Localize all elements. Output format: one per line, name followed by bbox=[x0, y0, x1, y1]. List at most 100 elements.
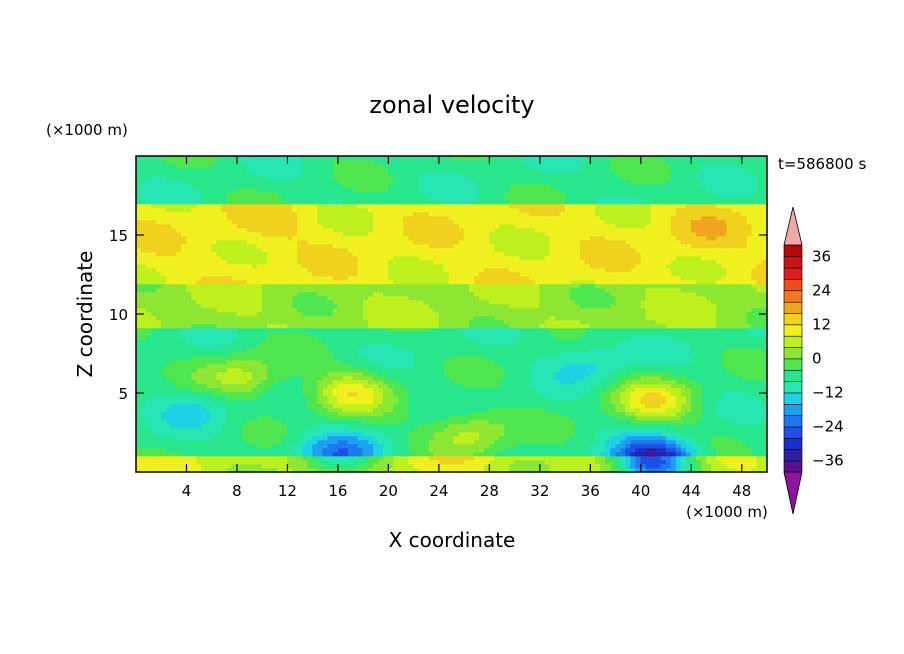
field-cell bbox=[595, 427, 601, 433]
field-cell bbox=[165, 395, 172, 401]
field-cell bbox=[564, 431, 571, 437]
field-cell bbox=[559, 443, 566, 449]
field-cell bbox=[751, 391, 758, 397]
field-cell bbox=[201, 427, 207, 433]
field-cell bbox=[378, 363, 384, 369]
field-cell bbox=[509, 427, 515, 433]
field-cell bbox=[171, 311, 177, 317]
field-cell bbox=[559, 451, 566, 457]
field-cell bbox=[181, 403, 187, 409]
field-cell bbox=[635, 311, 642, 317]
field-cell bbox=[716, 463, 722, 469]
field-cell bbox=[463, 403, 470, 409]
field-cell bbox=[362, 311, 369, 317]
field-cell bbox=[680, 351, 687, 357]
field-cell bbox=[302, 427, 308, 433]
field-cell bbox=[746, 383, 753, 389]
field-cell bbox=[408, 311, 414, 317]
field-cell bbox=[625, 335, 632, 341]
field-cell bbox=[236, 399, 243, 405]
field-cell bbox=[322, 447, 329, 453]
field-cell bbox=[478, 371, 485, 377]
field-cell bbox=[160, 467, 167, 472]
field-cell bbox=[236, 367, 243, 373]
field-cell bbox=[554, 443, 561, 449]
field-cell bbox=[287, 311, 293, 317]
field-cell bbox=[408, 455, 414, 461]
field-cell bbox=[584, 343, 591, 349]
field-cell bbox=[226, 427, 233, 433]
field-cell bbox=[595, 359, 601, 365]
field-cell bbox=[569, 435, 576, 441]
field-cell bbox=[261, 375, 268, 381]
field-cell bbox=[171, 403, 177, 409]
field-cell bbox=[463, 351, 470, 357]
field-cell bbox=[458, 331, 465, 337]
field-cell bbox=[736, 375, 743, 381]
field-cell bbox=[226, 375, 233, 381]
field-cell bbox=[620, 407, 626, 413]
field-cell bbox=[584, 403, 591, 409]
field-cell bbox=[665, 411, 672, 417]
field-cell bbox=[468, 359, 475, 365]
field-cell bbox=[463, 447, 470, 453]
field-cell bbox=[226, 379, 233, 385]
field-cell bbox=[201, 387, 207, 393]
field-cell bbox=[282, 347, 288, 353]
field-cell bbox=[231, 459, 238, 465]
field-cell bbox=[231, 327, 238, 333]
field-cell bbox=[312, 423, 319, 429]
field-cell bbox=[756, 363, 763, 369]
field-cell bbox=[519, 371, 525, 377]
field-cell bbox=[463, 387, 470, 393]
field-cell bbox=[433, 379, 440, 385]
field-cell bbox=[539, 399, 546, 405]
field-cell bbox=[448, 363, 455, 369]
field-cell bbox=[579, 467, 586, 472]
field-cell bbox=[367, 439, 374, 445]
field-cell bbox=[256, 463, 263, 469]
field-cell bbox=[150, 331, 157, 337]
field-cell bbox=[201, 403, 207, 409]
field-cell bbox=[357, 411, 364, 417]
field-cell bbox=[696, 419, 702, 425]
field-cell bbox=[150, 399, 157, 405]
field-cell bbox=[600, 435, 606, 441]
field-cell bbox=[261, 347, 268, 353]
field-cell bbox=[327, 323, 334, 329]
field-cell bbox=[211, 407, 218, 413]
field-cell bbox=[529, 463, 536, 469]
field-cell bbox=[726, 411, 732, 417]
field-cell bbox=[534, 331, 541, 337]
field-cell bbox=[383, 371, 389, 377]
field-cell bbox=[761, 439, 767, 445]
field-cell bbox=[443, 335, 450, 341]
field-cell bbox=[196, 387, 202, 393]
field-cell bbox=[726, 363, 732, 369]
field-cell bbox=[630, 395, 637, 401]
field-cell bbox=[251, 399, 258, 405]
field-cell bbox=[579, 371, 586, 377]
field-cell bbox=[342, 371, 349, 377]
velocity-field bbox=[136, 156, 767, 472]
field-cell bbox=[468, 407, 475, 413]
field-cell bbox=[484, 435, 490, 441]
field-cell bbox=[736, 327, 743, 333]
field-cell bbox=[337, 431, 344, 437]
field-cell bbox=[544, 399, 551, 405]
field-cell bbox=[630, 355, 637, 361]
field-cell bbox=[680, 403, 687, 409]
field-cell bbox=[372, 443, 379, 449]
field-cell bbox=[403, 351, 409, 357]
field-cell bbox=[332, 407, 339, 413]
field-cell bbox=[388, 419, 394, 425]
field-cell bbox=[514, 367, 520, 373]
field-cell bbox=[564, 327, 571, 333]
field-cell bbox=[529, 347, 536, 353]
field-cell bbox=[393, 379, 399, 385]
field-cell bbox=[489, 315, 495, 321]
field-cell bbox=[489, 451, 495, 457]
field-cell bbox=[216, 347, 223, 353]
field-cell bbox=[216, 431, 223, 437]
